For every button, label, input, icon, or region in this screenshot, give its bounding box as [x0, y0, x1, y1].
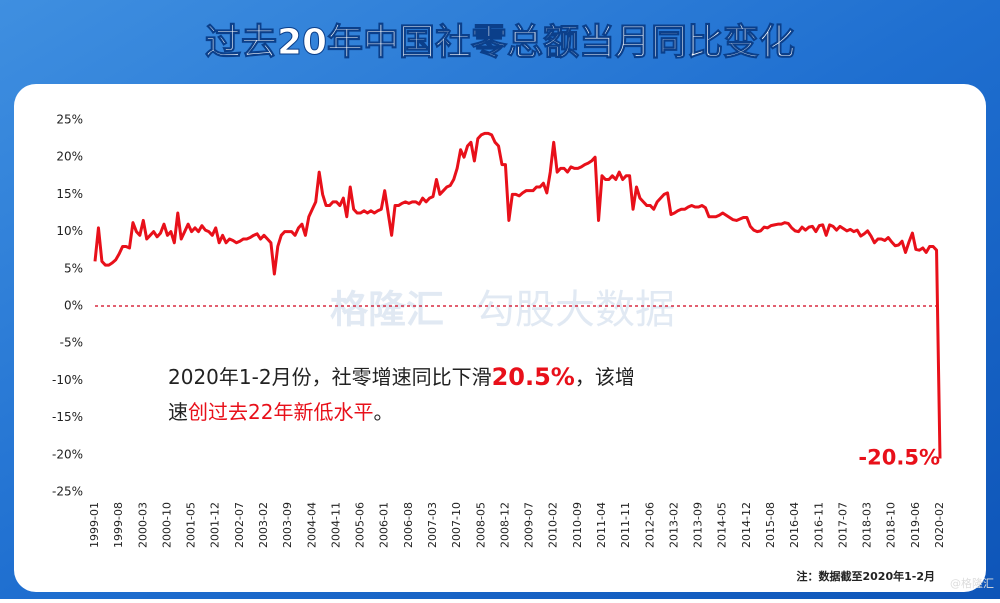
- y-tick-label: 5%: [64, 261, 83, 275]
- annotation-part: ，该增: [575, 365, 635, 389]
- annotation-part: 速: [168, 400, 188, 424]
- x-tick-label: 2001-05: [185, 502, 198, 548]
- y-tick-label: 15%: [56, 187, 83, 201]
- x-tick-label: 2017-07: [836, 502, 849, 548]
- x-tick-label: 2002-07: [233, 502, 246, 548]
- x-tick-label: 2020-02: [933, 502, 946, 548]
- x-tick-label: 2010-09: [571, 502, 584, 548]
- annotation-part: 2020年1-2月份，社零增速同比下滑: [168, 365, 492, 389]
- x-tick-label: 2001-12: [209, 502, 222, 548]
- x-tick-label: 2011-11: [619, 502, 632, 548]
- x-tick-label: 2018-10: [885, 502, 898, 548]
- x-tick-label: 2007-10: [450, 502, 463, 548]
- x-tick-label: 2008-05: [474, 502, 487, 548]
- x-tick-label: 2003-02: [257, 502, 270, 548]
- x-tick-label: 2013-09: [692, 502, 705, 548]
- panel: [14, 84, 986, 592]
- x-tick-label: 2011-04: [595, 502, 608, 548]
- y-tick-label: -15%: [52, 410, 83, 424]
- x-tick-label: 2009-07: [523, 502, 536, 548]
- x-tick-label: 2008-12: [498, 502, 511, 548]
- x-tick-label: 2004-04: [305, 502, 318, 548]
- x-tick-label: 2010-02: [547, 502, 560, 548]
- watermark-text: 格隆汇: [330, 288, 444, 332]
- x-tick-label: 2003-09: [281, 502, 294, 548]
- x-tick-label: 2006-01: [378, 502, 391, 548]
- y-tick-label: -20%: [52, 447, 83, 461]
- y-tick-label: -5%: [60, 336, 83, 350]
- x-tick-label: 2005-06: [354, 502, 367, 548]
- x-tick-label: 2006-08: [402, 502, 415, 548]
- x-tick-label: 2000-10: [160, 502, 173, 548]
- y-tick-label: -25%: [52, 485, 83, 499]
- x-tick-label: 2018-03: [861, 502, 874, 548]
- x-tick-label: 2015-08: [764, 502, 777, 548]
- x-tick-label: 2000-03: [136, 502, 149, 548]
- x-tick-label: 2016-11: [812, 502, 825, 548]
- x-tick-label: 2007-03: [426, 502, 439, 548]
- line: [93, 131, 942, 459]
- x-tick-label: 1999-08: [112, 502, 125, 548]
- x-tick-label: 2012-06: [643, 502, 656, 548]
- x-tick-label: 2014-12: [740, 502, 753, 548]
- note: 注：数据截至2020年1-2月: [797, 569, 936, 583]
- chart-title: 过去20年中国社零总额当月同比变化: [205, 21, 795, 63]
- x-tick-label: 2016-04: [788, 502, 801, 548]
- watermark: 格隆汇 勾股大数据: [330, 287, 675, 333]
- x-tick-label: 2014-05: [716, 502, 729, 548]
- annotation-part: 。: [373, 400, 393, 424]
- watermark-text: 勾股大数据: [475, 287, 675, 333]
- x-tick-label: 2019-06: [909, 502, 922, 548]
- annotation-highlight: 创过去22年新低水平: [188, 400, 373, 424]
- y-tick-label: 10%: [56, 224, 83, 238]
- x-tick-label: 2013-02: [667, 502, 680, 548]
- annotation: 2020年1-2月份，社零增速同比下滑20.5%，该增: [168, 363, 635, 391]
- plot: -25% -20% -15% -10% -5% 0% 5% 10% 15% 20% 25% 1999-…: [52, 113, 946, 548]
- y-tick-label: 20%: [56, 150, 83, 164]
- data-label: -20.5%: [858, 446, 940, 470]
- y-tick-label: 25%: [56, 113, 83, 127]
- y-tick-label: 0%: [64, 299, 83, 313]
- credit: @格隆汇: [950, 576, 994, 590]
- annotation: 速创过去22年新低水平。: [168, 400, 393, 424]
- x-tick-label: 2004-11: [329, 502, 342, 548]
- y-tick-label: -10%: [52, 373, 83, 387]
- x-tick-label: 1999-01: [88, 502, 101, 548]
- annotation-highlight: 20.5%: [492, 363, 575, 391]
